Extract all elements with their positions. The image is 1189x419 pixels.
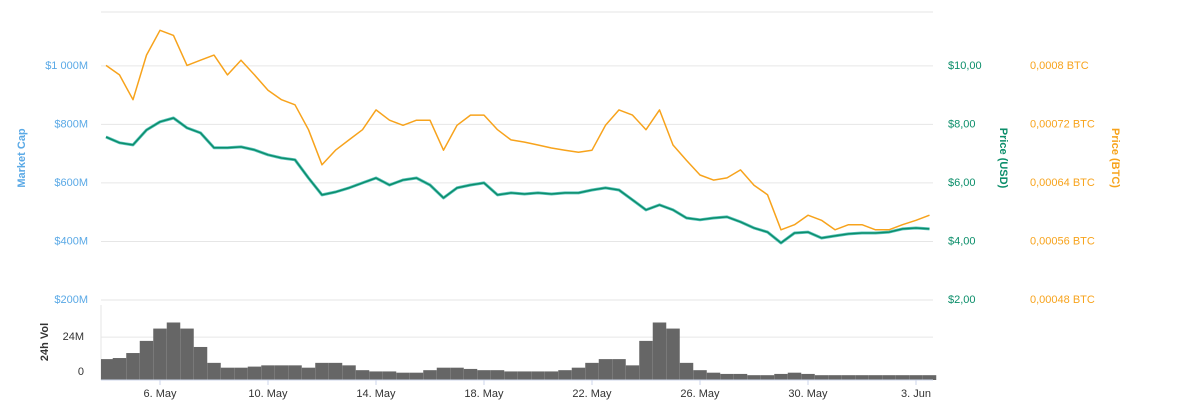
volume-bar [625, 365, 640, 380]
volume-bar [369, 371, 383, 380]
volume-bar [666, 328, 680, 380]
volume-bar [166, 322, 181, 380]
volume-bar [328, 362, 343, 380]
volume-bar [396, 372, 410, 380]
volume-bar [504, 371, 518, 380]
volume-bar [679, 362, 694, 380]
volume-bar [706, 372, 721, 380]
volume-bar [207, 362, 221, 380]
volume-bar [652, 322, 667, 380]
volume-bar [855, 375, 869, 380]
volume-bar [585, 362, 599, 380]
volume-bar [463, 368, 478, 380]
y3-tick-label: 0,00056 BTC [1030, 235, 1095, 247]
volume-bar [423, 370, 437, 380]
series-line [105, 116, 930, 245]
x-tick-label: 3. Jun [901, 388, 931, 400]
volume-bar [112, 358, 127, 380]
volume-bar [571, 367, 586, 380]
volume-bar [693, 370, 707, 380]
volume-bar [598, 359, 613, 380]
volume-bar [139, 340, 154, 380]
volume-bar [639, 340, 653, 380]
x-tick-label: 26. May [680, 388, 720, 400]
y2-tick-label: $6,00 [948, 177, 976, 189]
volume-bar [101, 359, 115, 380]
y3-tick-label: 0,00072 BTC [1030, 118, 1095, 130]
y-tick-label: $200M [54, 294, 88, 306]
volume-bar [612, 359, 626, 380]
volume-bar [909, 375, 923, 380]
volume-bar [814, 375, 829, 380]
volume-bar [922, 375, 937, 380]
volume-bar [301, 367, 316, 380]
x-tick-label: 10. May [248, 388, 288, 400]
volume-bar [868, 375, 883, 380]
volume-bar [220, 367, 235, 380]
y-axis-title: Market Cap [16, 128, 28, 188]
y3-tick-label: 0,0008 BTC [1030, 60, 1089, 72]
y3-axis-title: Price (BTC) [1109, 128, 1121, 188]
x-tick-label: 30. May [788, 388, 828, 400]
volume-bar [733, 373, 748, 380]
y2-tick-label: $4,00 [948, 235, 976, 247]
y-tick-label: $800M [54, 118, 88, 130]
volume-bar [787, 372, 802, 380]
volume-bar [126, 353, 140, 380]
y-tick-label: 24M [63, 331, 84, 343]
volume-bar [315, 362, 329, 380]
volume-bar [342, 365, 356, 380]
volume-bar [477, 370, 491, 380]
x-tick-label: 6. May [143, 388, 177, 400]
volume-bar [153, 328, 167, 380]
volume-bar [382, 371, 397, 380]
volume-bar [288, 365, 302, 380]
y2-tick-label: $2,00 [948, 294, 976, 306]
y3-tick-label: 0,00048 BTC [1030, 294, 1095, 306]
volume-bar [801, 373, 815, 380]
x-tick-label: 22. May [572, 388, 612, 400]
volume-bar [180, 328, 194, 380]
volume-bar [895, 375, 910, 380]
volume-bar [882, 375, 896, 380]
volume-bar [450, 367, 464, 380]
volume-bar [234, 367, 248, 380]
y2-axis-title: Price (USD) [997, 128, 1009, 189]
volume-bar [436, 367, 451, 380]
volume-bar [760, 375, 775, 380]
volume-bar [517, 371, 532, 380]
volume-bar [490, 370, 505, 380]
volume-bar [774, 373, 788, 380]
x-tick-label: 14. May [356, 388, 396, 400]
volume-bar [193, 346, 208, 380]
volume-axis-title: 24h Vol [39, 323, 51, 361]
volume-bar [558, 370, 572, 380]
volume-bar [841, 375, 856, 380]
volume-bar [355, 370, 370, 380]
volume-bar [720, 373, 734, 380]
y2-tick-label: $10,00 [948, 60, 982, 72]
volume-bar [531, 371, 545, 380]
volume-bar [747, 375, 761, 380]
y-tick-label: $1 000M [45, 60, 88, 72]
y-tick-label: $400M [54, 235, 88, 247]
volume-bar [247, 366, 262, 380]
volume-bar [261, 365, 275, 380]
volume-bar [544, 371, 559, 380]
y-tick-label: 0 [78, 366, 84, 378]
y3-tick-label: 0,00064 BTC [1030, 177, 1095, 189]
y2-tick-label: $8,00 [948, 118, 976, 130]
x-tick-label: 18. May [464, 388, 504, 400]
series-line [105, 29, 930, 231]
volume-bar [409, 372, 424, 380]
volume-bar [274, 365, 289, 380]
series-line [105, 117, 930, 244]
y-tick-label: $600M [54, 177, 88, 189]
volume-bar [828, 375, 842, 380]
